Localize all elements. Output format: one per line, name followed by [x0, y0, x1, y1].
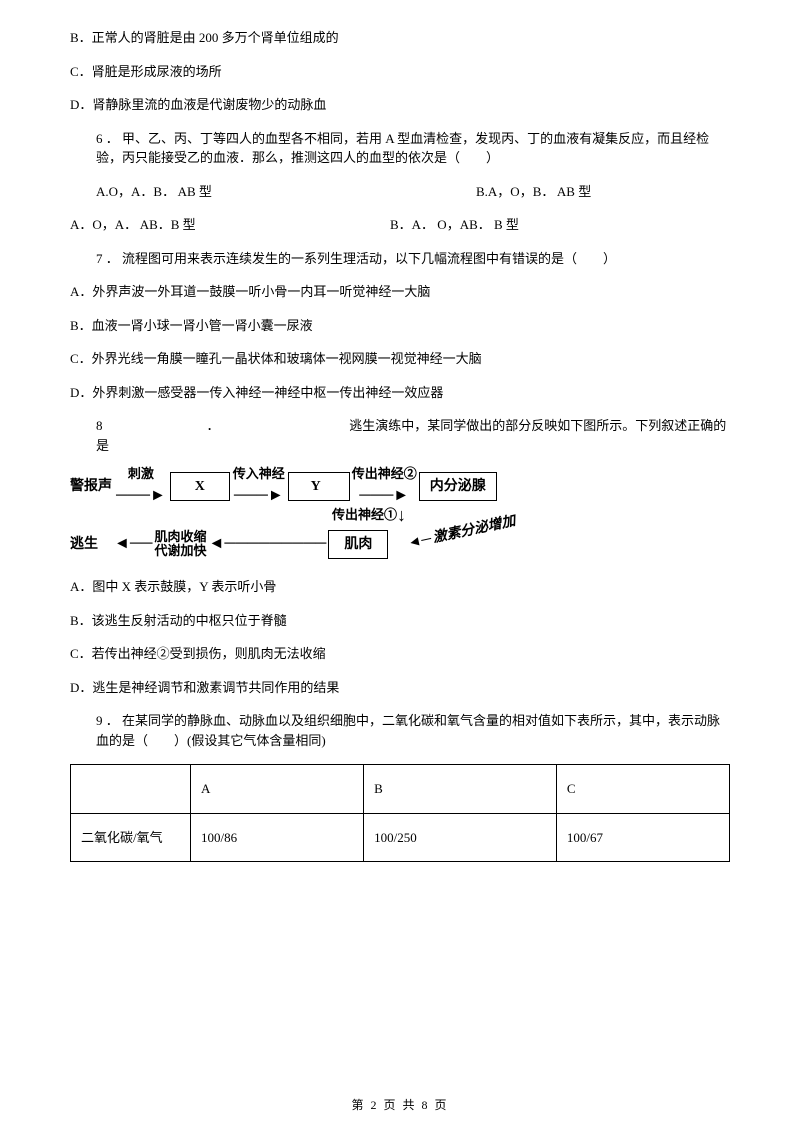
q8-opt-c: C．若传出神经②受到损伤，则肌肉无法收缩 [70, 644, 730, 664]
arrow-icon: ───► [114, 484, 168, 508]
table-cell-a: 100/86 [191, 813, 364, 862]
diagram-escape: 逃生 [70, 534, 112, 555]
q7-opt-a: A．外界声波一外耳道一鼓膜一听小骨一内耳一听觉神经一大脑 [70, 282, 730, 302]
q8-opt-d: D．逃生是神经调节和激素调节共同作用的结果 [70, 678, 730, 698]
q6-opt-a1: A.O，A．B． AB 型 [96, 182, 476, 202]
table-header-c: C [556, 765, 729, 814]
diagram-afferent: 传入神经 [233, 464, 285, 484]
q7-opt-c: C．外界光线一角膜一瞳孔一晶状体和玻璃体一视网膜一视觉神经一大脑 [70, 349, 730, 369]
diagram-endocrine: 内分泌腺 [419, 472, 497, 501]
q8-stem: 8 ． 逃生演练中，某同学做出的部分反映如下图所示。下列叙述正确的是 [70, 416, 730, 455]
table-header-row: A B C [71, 765, 730, 814]
diagram-x: X [170, 472, 230, 501]
q6-stem: 6 ． 甲、乙、丙、丁等四人的血型各不相同，若用 A 型血清检查，发现丙、丁的血… [70, 129, 730, 168]
q6-options-row2: A．O，A． AB．B 型 B．A． O，AB． B 型 [70, 215, 730, 235]
table-row-label: 二氧化碳/氧气 [71, 813, 191, 862]
pre-option-d: D．肾静脉里流的血液是代谢废物少的动脉血 [70, 95, 730, 115]
q7-opt-b: B．血液一肾小球一肾小管一肾小囊一尿液 [70, 316, 730, 336]
q8-dot: ． [207, 418, 220, 433]
page-footer: 第 2 页 共 8 页 [0, 1096, 800, 1114]
diagram-efferent2: 传出神经② [352, 464, 417, 484]
diagram-efferent1: 传出神经① [332, 505, 397, 525]
diagram-contract1: 肌肉收缩 [155, 530, 207, 544]
q6-opt-a2: A．O，A． AB．B 型 [70, 215, 390, 235]
q7-stem: 7 ． 流程图可用来表示连续发生的一系列生理活动，以下几幅流程图中有错误的是（ … [70, 249, 730, 269]
arrow-left-icon: ◄── [112, 532, 155, 556]
table-row: 二氧化碳/氧气 100/86 100/250 100/67 [71, 813, 730, 862]
q8-opt-b: B．该逃生反射活动的中枢只位于脊髓 [70, 611, 730, 631]
q8-num: 8 [96, 418, 103, 433]
q6-options-row1: A.O，A．B． AB 型 B.A，O，B． AB 型 [70, 182, 730, 202]
table-cell-b: 100/250 [364, 813, 557, 862]
table-header-a: A [191, 765, 364, 814]
q8-diagram: 警报声 刺激 ───► X 传入神经 ───► Y 传出神经② ───► 内分泌… [70, 469, 660, 561]
q6-opt-b1: B.A，O，B． AB 型 [476, 182, 591, 202]
q9-table: A B C 二氧化碳/氧气 100/86 100/250 100/67 [70, 764, 730, 862]
arrow-down-icon: ↓ [397, 510, 406, 521]
q8-opt-a: A．图中 X 表示鼓膜，Y 表示听小骨 [70, 577, 730, 597]
pre-option-b: B．正常人的肾脏是由 200 多万个肾单位组成的 [70, 28, 730, 48]
table-header-b: B [364, 765, 557, 814]
q9-stem: 9 ． 在某同学的静脉血、动脉血以及组织细胞中，二氧化碳和氧气含量的相对值如下表… [70, 711, 730, 750]
diagram-alarm: 警报声 [70, 476, 112, 497]
arrow-icon: ───► [232, 484, 286, 508]
diagram-stimulus: 刺激 [128, 464, 154, 484]
table-header-blank [71, 765, 191, 814]
q7-opt-d: D．外界刺激一感受器一传入神经一神经中枢一传出神经一效应器 [70, 383, 730, 403]
diagram-y: Y [288, 472, 350, 501]
table-cell-c: 100/67 [556, 813, 729, 862]
pre-option-c: C．肾脏是形成尿液的场所 [70, 62, 730, 82]
q6-opt-b2: B．A． O，AB． B 型 [390, 215, 519, 235]
diagram-muscle: 肌肉 [328, 530, 388, 559]
diagram-contract: 肌肉收缩 代谢加快 [155, 530, 207, 559]
arrow-left-icon: ◄───────── [207, 532, 329, 556]
diagram-contract2: 代谢加快 [155, 544, 207, 558]
